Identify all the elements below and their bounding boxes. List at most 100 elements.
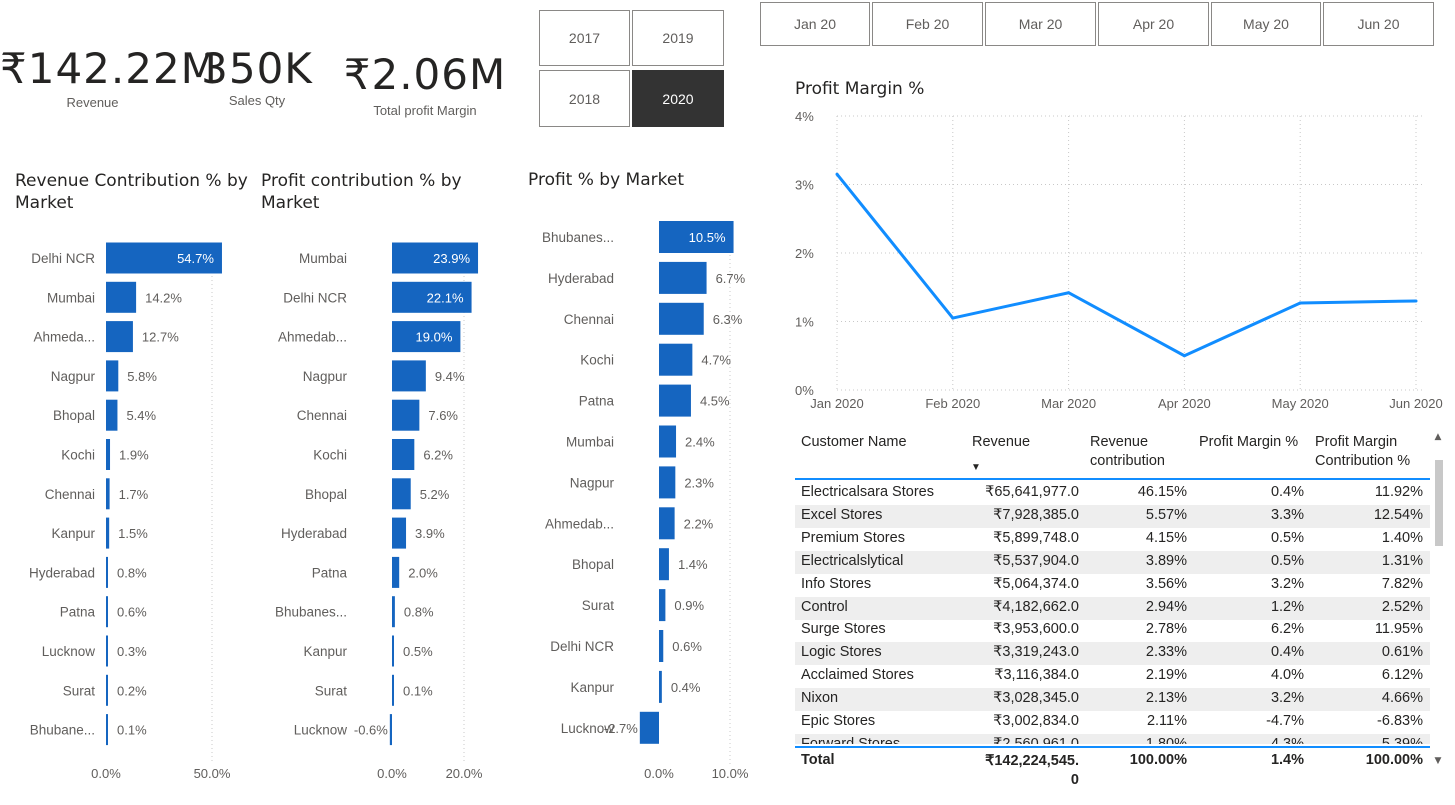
data-label: 5.4% bbox=[126, 408, 156, 423]
total-revenue-line1: ₹142,224,545. bbox=[985, 753, 1079, 769]
year-option-2019[interactable]: 2019 bbox=[632, 10, 724, 66]
table-row[interactable]: Acclaimed Stores ₹3,116,384.0 2.19% 4.0% 6.1… bbox=[795, 665, 1430, 688]
cell-profit-margin-contribution: -6.83% bbox=[1377, 713, 1423, 729]
month-option-mar[interactable]: Mar 20 bbox=[985, 2, 1096, 46]
bar bbox=[659, 548, 669, 581]
cell-revenue: ₹3,953,600.0 bbox=[993, 621, 1079, 638]
bar bbox=[106, 635, 108, 667]
data-label: 23.9% bbox=[433, 251, 470, 266]
table-row[interactable]: Info Stores ₹5,064,374.0 3.56% 3.2% 7.82% bbox=[795, 574, 1430, 597]
cell-revenue: ₹4,182,662.0 bbox=[993, 598, 1079, 615]
bar bbox=[659, 507, 675, 540]
table-row[interactable]: Control ₹4,182,662.0 2.94% 1.2% 2.52% bbox=[795, 596, 1430, 620]
data-label: -2.7% bbox=[604, 721, 638, 736]
category-label: Hyderabad bbox=[548, 271, 614, 286]
cell-revenue-contribution: 3.56% bbox=[1145, 575, 1187, 592]
data-label: 7.6% bbox=[428, 408, 458, 423]
cell-profit-margin: 4.0% bbox=[1270, 667, 1304, 684]
table-row[interactable]: Excel Stores ₹7,928,385.0 5.57% 3.3% 12.54% bbox=[795, 504, 1430, 528]
data-label: 19.0% bbox=[416, 330, 453, 345]
data-label: 2.2% bbox=[684, 516, 714, 531]
year-option-2018[interactable]: 2018 bbox=[539, 70, 630, 127]
bar bbox=[389, 714, 392, 746]
revenue-contribution-title: Revenue Contribution % by Market bbox=[15, 171, 248, 213]
table-row[interactable]: Surge Stores ₹3,953,600.0 2.78% 6.2% 11.95% bbox=[795, 619, 1430, 642]
total-label: Total bbox=[801, 752, 835, 768]
data-label: 4.5% bbox=[700, 394, 730, 409]
y-tick-label: 2% bbox=[795, 246, 814, 261]
cell-profit-margin-contribution: 4.66% bbox=[1381, 690, 1423, 707]
x-tick-label: Mar 2020 bbox=[1041, 396, 1096, 411]
table-row[interactable]: Nixon ₹3,028,345.0 2.13% 3.2% 4.66% bbox=[795, 688, 1430, 712]
month-option-jan[interactable]: Jan 20 bbox=[760, 2, 870, 46]
data-label: 0.6% bbox=[117, 605, 147, 620]
col-revenue-contribution[interactable]: Revenue contribution bbox=[1090, 434, 1165, 469]
x-tick-label: 10.0% bbox=[712, 766, 749, 781]
cell-profit-margin-contribution: 11.95% bbox=[1374, 621, 1423, 638]
col-profit-margin-contribution[interactable]: Profit Margin Contribution % bbox=[1315, 434, 1411, 469]
bar bbox=[392, 478, 411, 510]
x-tick-label: 50.0% bbox=[194, 766, 231, 781]
y-tick-label: 0% bbox=[795, 383, 814, 398]
bar bbox=[659, 261, 707, 294]
category-label: Surat bbox=[315, 683, 348, 698]
bar bbox=[659, 425, 677, 458]
data-label: 5.2% bbox=[420, 487, 450, 502]
month-option-may[interactable]: May 20 bbox=[1211, 2, 1321, 46]
cell-customer-name: Epic Stores bbox=[801, 713, 876, 729]
cell-profit-margin: 0.5% bbox=[1270, 552, 1304, 569]
table-row[interactable]: Forward Stores ₹2,560,961.0 1.80% 4.3% 5.39% bbox=[795, 733, 1430, 744]
cell-profit-margin: -4.7% bbox=[1266, 713, 1304, 729]
data-label: 1.7% bbox=[119, 487, 149, 502]
col-customer-name[interactable]: Customer Name bbox=[801, 434, 907, 450]
year-option-2017[interactable]: 2017 bbox=[539, 10, 630, 66]
profit-margin-line-title: Profit Margin % bbox=[795, 79, 925, 99]
cell-revenue: ₹5,537,904.0 bbox=[993, 552, 1079, 569]
table-row[interactable]: Electricalsara Stores ₹65,641,977.0 46.15%… bbox=[795, 482, 1430, 505]
year-option-2020[interactable]: 2020 bbox=[632, 70, 724, 127]
total-revenue-line2: 0 bbox=[1070, 772, 1079, 788]
data-label: 14.2% bbox=[145, 290, 182, 305]
cell-profit-margin: 3.3% bbox=[1270, 506, 1304, 523]
scroll-thumb[interactable] bbox=[1435, 460, 1443, 546]
table-scrollbar[interactable]: ▲ ▼ bbox=[1432, 432, 1444, 772]
cell-profit-margin: 6.2% bbox=[1270, 621, 1304, 638]
cell-profit-margin-contribution: 7.82% bbox=[1381, 575, 1423, 592]
category-label: Surat bbox=[63, 683, 96, 698]
kpi-revenue: ₹142.22M Revenue bbox=[0, 44, 217, 110]
table-header: Customer Name Revenue ▼ Revenue contribu… bbox=[795, 428, 1430, 480]
data-label: 2.0% bbox=[408, 565, 438, 580]
month-option-apr[interactable]: Apr 20 bbox=[1098, 2, 1209, 46]
category-label: Delhi NCR bbox=[283, 290, 347, 305]
bar bbox=[659, 221, 734, 253]
y-tick-label: 3% bbox=[795, 178, 814, 193]
bar bbox=[392, 321, 461, 353]
bar bbox=[106, 556, 108, 588]
col-profit-margin[interactable]: Profit Margin % bbox=[1199, 434, 1299, 450]
month-option-feb[interactable]: Feb 20 bbox=[872, 2, 983, 46]
kpi-revenue-label: Revenue bbox=[66, 95, 119, 110]
cell-revenue-contribution: 2.78% bbox=[1145, 621, 1187, 638]
bar bbox=[106, 674, 108, 706]
table-row[interactable]: Premium Stores ₹5,899,748.0 4.15% 0.5% 1.40% bbox=[795, 528, 1430, 551]
bar bbox=[106, 399, 118, 431]
cell-customer-name: Electricalsara Stores bbox=[801, 484, 934, 500]
table-row[interactable]: Electricalslytical ₹5,537,904.0 3.89% 0.5% 1… bbox=[795, 550, 1430, 574]
scroll-down-icon[interactable]: ▼ bbox=[1434, 756, 1442, 766]
cell-revenue: ₹5,064,374.0 bbox=[993, 575, 1079, 592]
bar bbox=[659, 302, 704, 335]
data-label: 3.9% bbox=[415, 526, 445, 541]
month-option-jun[interactable]: Jun 20 bbox=[1323, 2, 1434, 46]
scroll-up-icon[interactable]: ▲ bbox=[1434, 432, 1442, 442]
profit-contribution-chart: 0.0% 20.0% Mumbai 23.9% Delhi NCR 22.1% Ahmeda… bbox=[275, 242, 483, 781]
cell-revenue: ₹3,028,345.0 bbox=[993, 690, 1079, 707]
bar bbox=[639, 711, 659, 744]
data-label: 0.9% bbox=[674, 598, 704, 613]
x-tick-label: 0.0% bbox=[644, 766, 674, 781]
category-label: Mumbai bbox=[299, 251, 347, 266]
col-revenue[interactable]: Revenue bbox=[972, 434, 1031, 450]
bar bbox=[392, 281, 472, 313]
table-row[interactable]: Logic Stores ₹3,319,243.0 2.33% 0.4% 0.61% bbox=[795, 642, 1430, 666]
table-row[interactable]: Epic Stores ₹3,002,834.0 2.11% -4.7% -6.83% bbox=[795, 711, 1430, 734]
bar bbox=[392, 242, 479, 274]
